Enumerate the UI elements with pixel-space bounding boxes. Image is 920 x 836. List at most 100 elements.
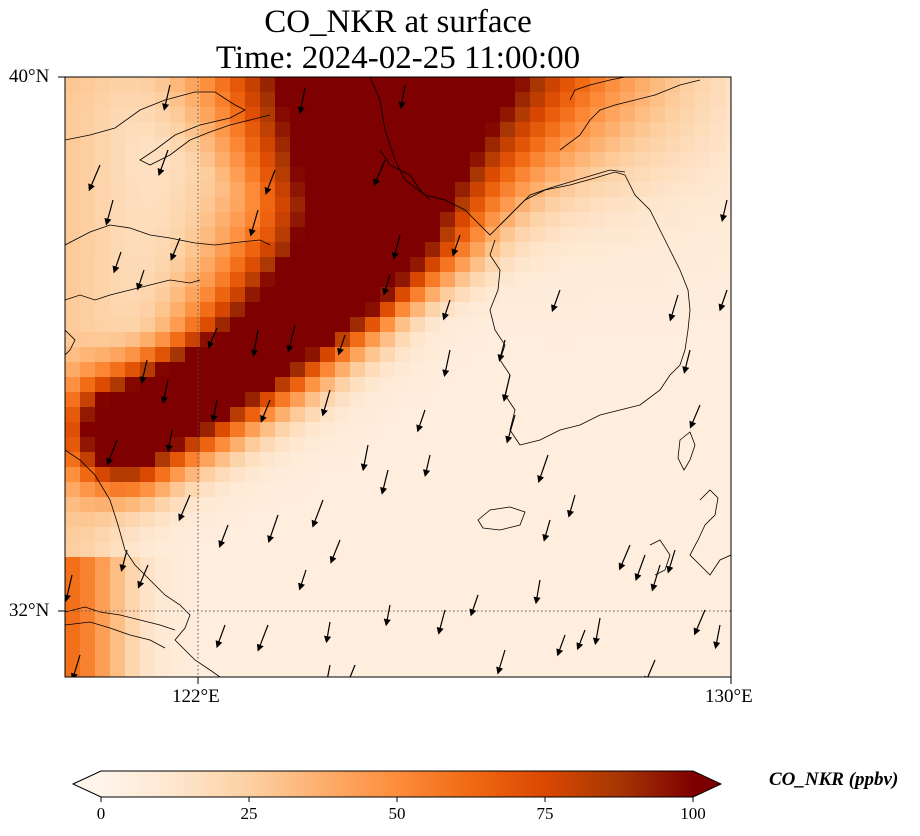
concentration-cell (170, 587, 186, 603)
concentration-cell (140, 482, 156, 498)
concentration-cell (320, 242, 336, 258)
concentration-cell (440, 392, 456, 408)
concentration-cell (290, 77, 306, 93)
concentration-cell (485, 632, 501, 648)
concentration-cell (605, 272, 621, 288)
concentration-cell (260, 482, 276, 498)
concentration-cell (695, 152, 711, 168)
concentration-cell (335, 137, 351, 153)
concentration-cell (140, 347, 156, 363)
concentration-cell (635, 362, 651, 378)
concentration-cell (110, 257, 126, 273)
concentration-cell (485, 377, 501, 393)
concentration-cell (560, 662, 576, 677)
concentration-cell (695, 632, 711, 648)
concentration-cell (155, 392, 171, 408)
concentration-cell (695, 182, 711, 198)
concentration-cell (95, 512, 111, 528)
concentration-cell (710, 167, 726, 183)
concentration-cell (530, 152, 546, 168)
concentration-cell (545, 437, 561, 453)
concentration-cell (440, 647, 456, 663)
wind-arrow (286, 324, 296, 353)
concentration-cell (365, 92, 381, 108)
concentration-cell (455, 647, 471, 663)
concentration-cell (350, 257, 366, 273)
concentration-cell (95, 332, 111, 348)
concentration-cell (125, 662, 141, 677)
concentration-cell (665, 422, 681, 438)
concentration-cell (365, 197, 381, 213)
concentration-cell (410, 512, 426, 528)
concentration-cell (590, 632, 606, 648)
concentration-cell (95, 167, 111, 183)
concentration-cell (710, 542, 726, 558)
concentration-cell (620, 422, 636, 438)
concentration-cell (200, 632, 216, 648)
concentration-cell (95, 407, 111, 423)
concentration-cell (335, 452, 351, 468)
concentration-cell (140, 437, 156, 453)
concentration-cell (200, 647, 216, 663)
concentration-cell (590, 497, 606, 513)
colorbar-body (101, 771, 693, 797)
concentration-cell (170, 542, 186, 558)
concentration-cell (95, 482, 111, 498)
wind-arrow (170, 237, 181, 261)
concentration-cell (290, 482, 306, 498)
concentration-cell (635, 227, 651, 243)
concentration-cell (110, 122, 126, 138)
concentration-cell (365, 287, 381, 303)
wind-arrow (119, 549, 128, 572)
concentration-cell (545, 272, 561, 288)
concentration-cell (395, 257, 411, 273)
concentration-cell (380, 167, 396, 183)
concentration-cell (335, 632, 351, 648)
concentration-cell (530, 542, 546, 558)
concentration-cell (380, 602, 396, 618)
coastline-china-east (65, 329, 221, 677)
concentration-cell (440, 407, 456, 423)
concentration-cell (320, 107, 336, 123)
concentration-cell (635, 287, 651, 303)
concentration-cell (245, 377, 261, 393)
concentration-cell (305, 527, 321, 543)
concentration-cell (125, 332, 141, 348)
concentration-cell (635, 182, 651, 198)
concentration-cell (320, 527, 336, 543)
concentration-cell (695, 362, 711, 378)
concentration-cell (425, 662, 441, 677)
wind-arrow (207, 327, 218, 349)
concentration-cell (230, 347, 246, 363)
concentration-cell (290, 137, 306, 153)
concentration-cell (95, 347, 111, 363)
concentration-cell (125, 497, 141, 513)
concentration-cell (620, 617, 636, 633)
concentration-cell (140, 182, 156, 198)
concentration-cell (200, 242, 216, 258)
concentration-cell (230, 572, 246, 588)
concentration-cell (650, 512, 666, 528)
concentration-cell (635, 482, 651, 498)
concentration-cell (590, 377, 606, 393)
wind-arrow (713, 624, 721, 650)
concentration-cell (140, 587, 156, 603)
concentration-cell (470, 587, 486, 603)
concentration-cell (695, 332, 711, 348)
concentration-cell (410, 137, 426, 153)
concentration-cell (200, 332, 216, 348)
concentration-cell (260, 257, 276, 273)
concentration-cell (485, 152, 501, 168)
concentration-cell (485, 392, 501, 408)
concentration-cell (620, 362, 636, 378)
concentration-cell (455, 527, 471, 543)
concentration-cell (515, 347, 531, 363)
concentration-cell (725, 92, 731, 108)
concentration-cell (455, 362, 471, 378)
concentration-cell (485, 107, 501, 123)
concentration-cell (680, 122, 696, 138)
wind-arrow (297, 87, 306, 115)
concentration-cell (185, 182, 201, 198)
concentration-cell (80, 347, 96, 363)
concentration-cell (335, 302, 351, 318)
